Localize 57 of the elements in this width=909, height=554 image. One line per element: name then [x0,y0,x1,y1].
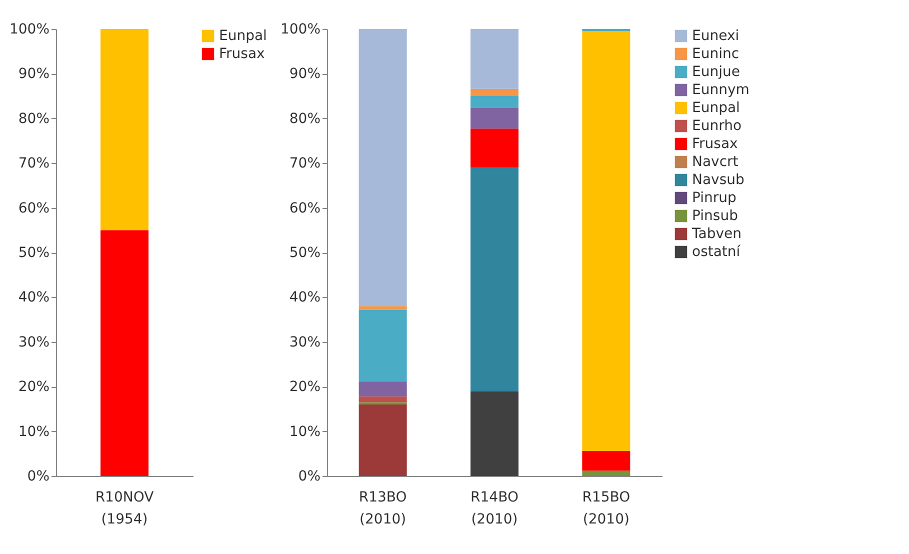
y-tick-label: 80% [289,110,320,127]
bar [582,450,630,471]
bar [582,470,630,476]
legend-label: ostatní [692,244,742,260]
y-tick-label: 10% [289,424,320,440]
y-tick-label: 90% [289,66,320,82]
bar [470,29,518,89]
y-tick-label: 0% [27,468,50,484]
y-tick-label: 100% [280,22,320,38]
y-tick-label: 30% [289,334,320,350]
bar [470,128,518,168]
y-tick-label: 70% [289,156,320,172]
bar [358,29,407,306]
bar [358,404,407,476]
x-tick-label: R15BO (2010) [582,490,630,528]
legend-label: Navcrt [692,154,739,170]
y-tick-label: 50% [18,245,50,261]
y-tick-label: 20% [18,379,50,396]
y-tick-label: 20% [289,379,320,396]
bar [470,88,518,96]
y-tick-label: 50% [289,245,320,261]
bar [582,31,630,451]
y-tick-label: 70% [18,156,50,172]
x-tick-label: R10NOV (1954) [95,490,154,528]
y-tick-label: 60% [289,200,320,216]
legend-label: Pinrup [692,190,737,206]
x-tick-label: R13BO (2010) [358,490,407,528]
bar [358,310,407,382]
bar [470,168,518,392]
y-tick-label: 60% [18,200,50,216]
y-tick-label: 80% [18,110,50,127]
legend-label: Tabven [691,226,742,242]
legend-label: Frusax [219,46,265,62]
legend-label: Euninc [692,46,740,62]
legend-label: Eunpal [692,100,740,116]
bar [470,96,518,108]
x-tick-label: R14BO (2010) [470,490,518,528]
bar [358,381,407,396]
y-tick-label: 100% [9,22,50,38]
legend-label: Eunnym [692,82,750,98]
legend-label: Eunrho [692,118,742,134]
y-tick-label: 0% [298,468,320,484]
legend-label: Frusax [692,136,738,152]
legend-label: Pinsub [692,208,738,224]
y-tick-label: 30% [18,334,50,350]
bar [358,306,407,310]
y-tick-label: 40% [289,290,320,306]
legend-label: Eunexi [692,28,740,44]
legend-label: Eunpal [219,28,267,44]
y-tick-label: 10% [18,424,50,440]
legend-label: Navsub [692,172,745,188]
y-tick-label: 40% [18,290,50,306]
bar [470,391,518,476]
bar [358,396,407,402]
y-tick-label: 90% [18,66,50,82]
legend-label: Eunjue [692,64,740,80]
bar [470,108,518,129]
